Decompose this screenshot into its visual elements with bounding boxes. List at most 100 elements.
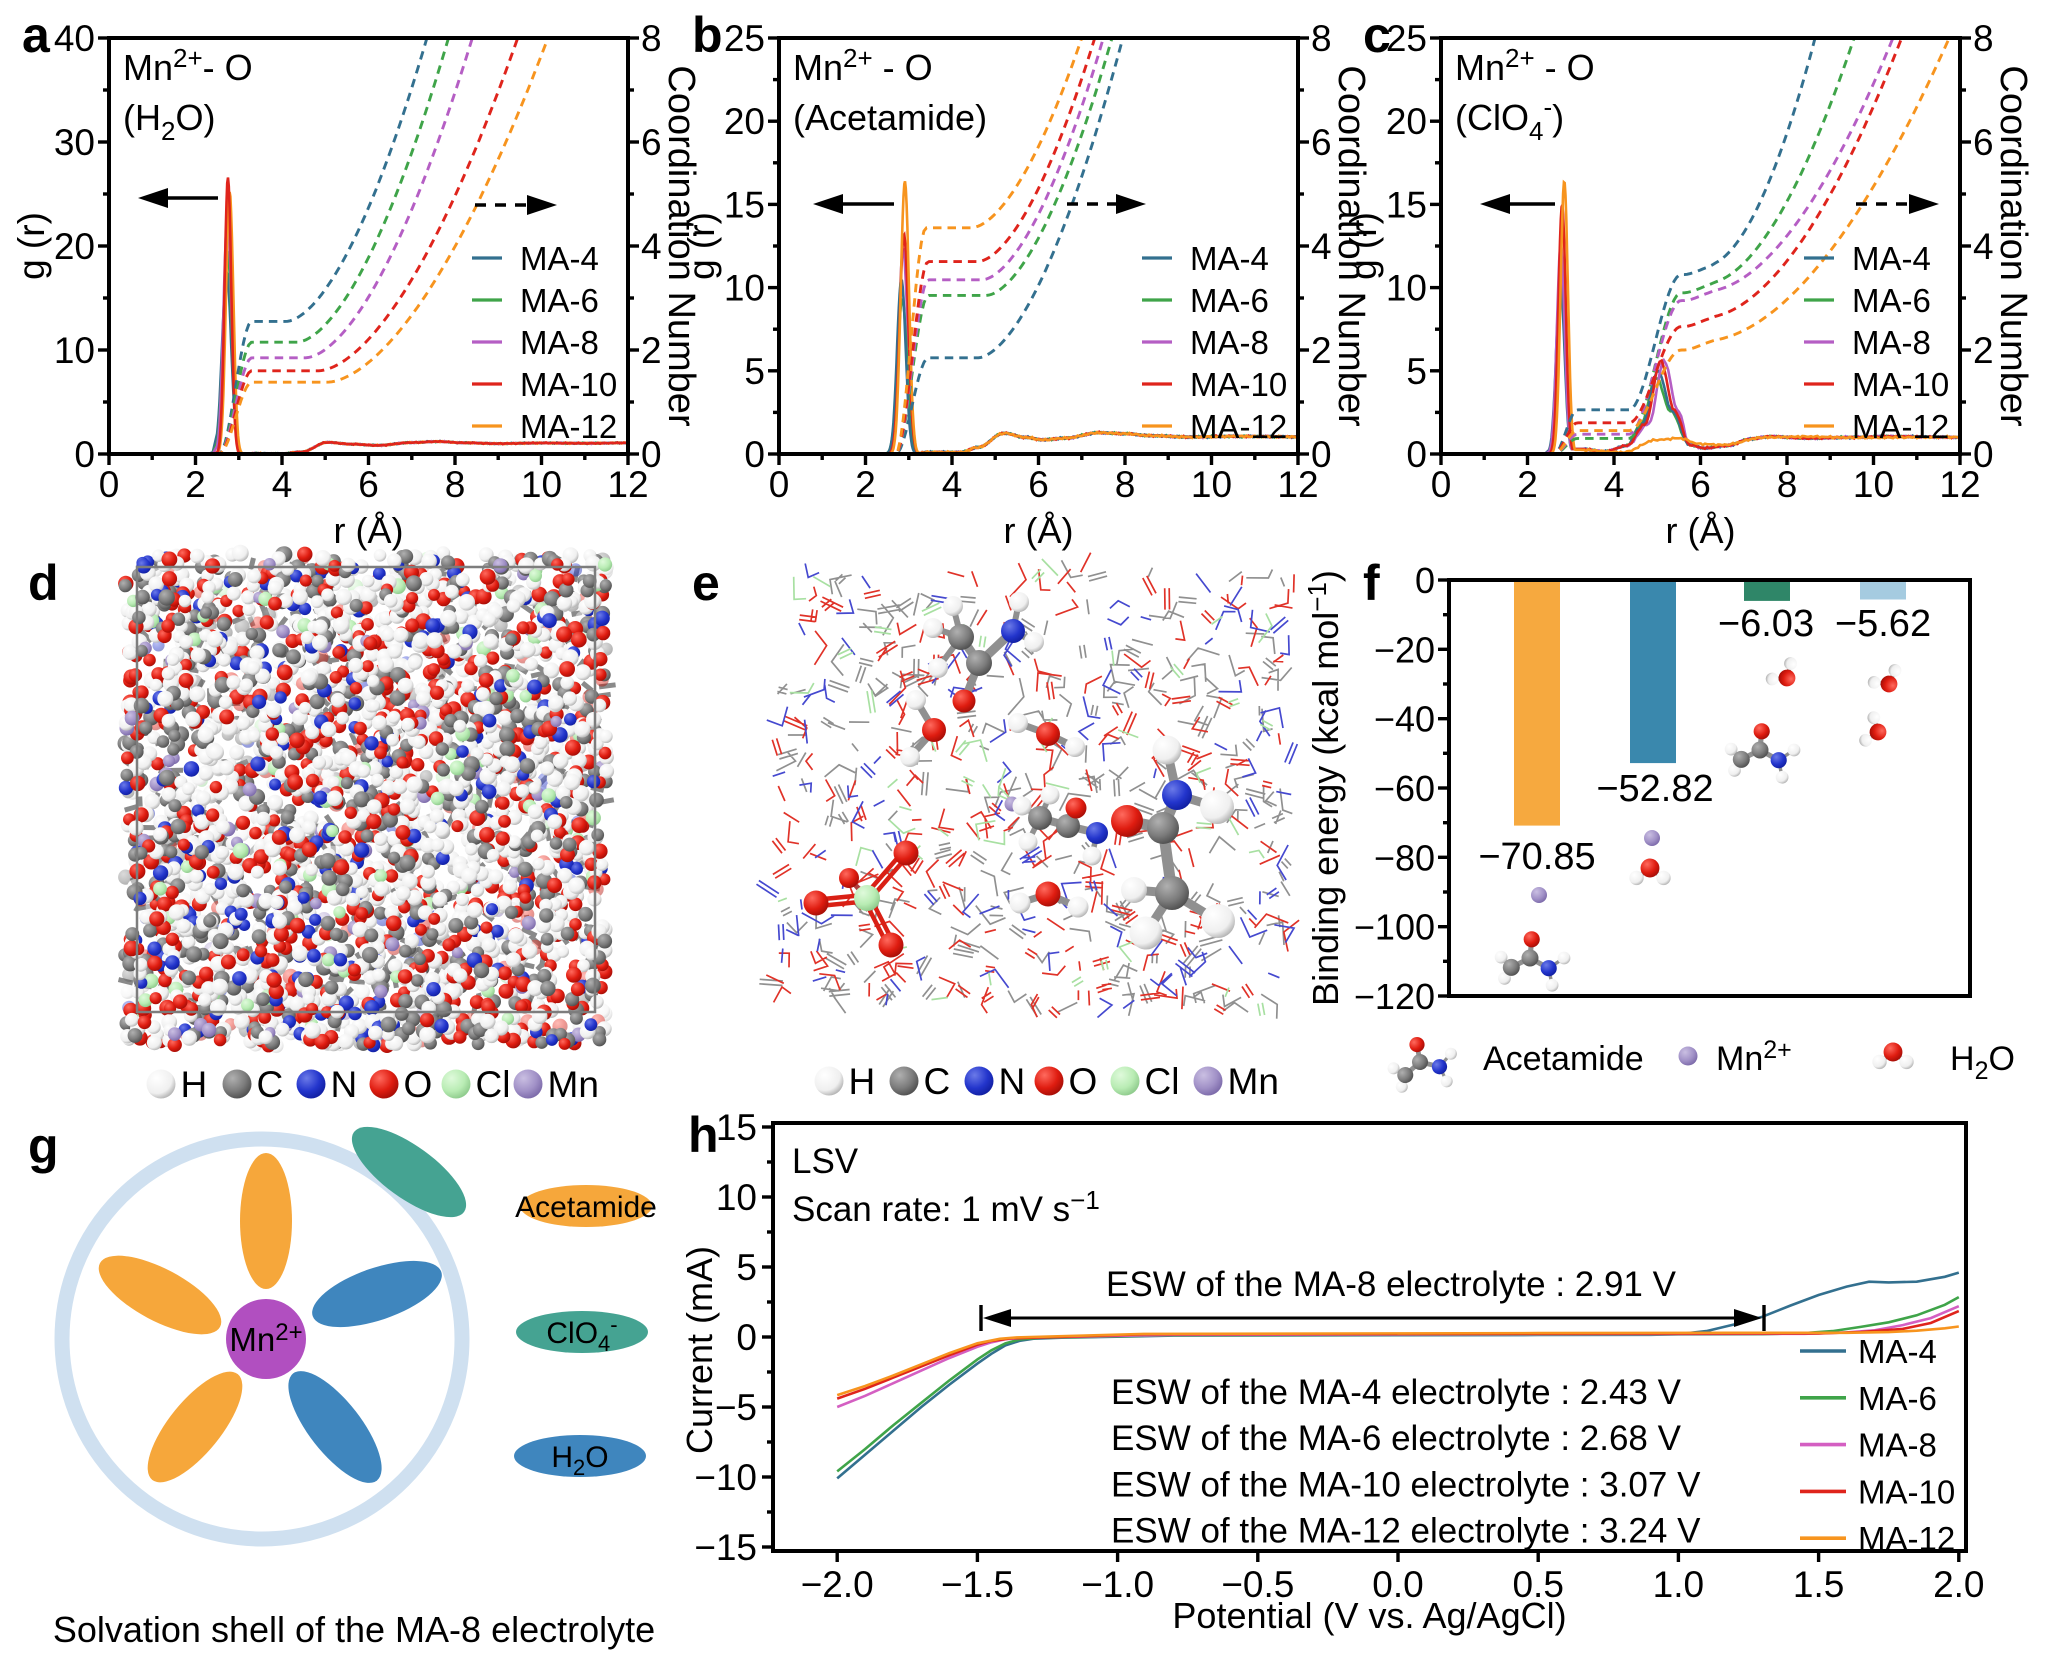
svg-text:1.5: 1.5 xyxy=(1793,1564,1844,1605)
svg-text:2: 2 xyxy=(641,330,662,371)
svg-text:12: 12 xyxy=(1939,464,1980,505)
svg-text:10: 10 xyxy=(521,464,562,505)
svg-text:8: 8 xyxy=(1973,18,1994,59)
svg-text:12: 12 xyxy=(607,464,648,505)
svg-text:Scan rate: 1 mV s−1: Scan rate: 1 mV s−1 xyxy=(792,1185,1100,1229)
svg-text:−1.0: −1.0 xyxy=(1081,1564,1154,1605)
svg-text:Mn: Mn xyxy=(548,1064,599,1105)
svg-text:r (Å): r (Å) xyxy=(1004,510,1074,551)
svg-text:Acetamide: Acetamide xyxy=(515,1191,657,1224)
svg-text:20: 20 xyxy=(724,101,765,142)
svg-text:a: a xyxy=(22,7,51,63)
svg-text:6: 6 xyxy=(1690,464,1711,505)
svg-text:MA-10: MA-10 xyxy=(1852,366,1949,403)
svg-text:−20: −20 xyxy=(1374,629,1435,670)
svg-text:0: 0 xyxy=(736,1317,757,1358)
svg-text:MA-8: MA-8 xyxy=(1190,324,1269,361)
svg-text:6: 6 xyxy=(1028,464,1049,505)
svg-text:MA-10: MA-10 xyxy=(1858,1473,1955,1510)
svg-text:ESW of the MA-4 electrolyte :: ESW of the MA-4 electrolyte : 2.43 V xyxy=(1111,1373,1682,1412)
svg-text:g (r): g (r) xyxy=(1343,212,1384,280)
svg-text:−2.0: −2.0 xyxy=(801,1564,874,1605)
svg-text:ESW of the MA-6 electrolyte :: ESW of the MA-6 electrolyte : 2.68 V xyxy=(1111,1419,1682,1458)
svg-text:MA-8: MA-8 xyxy=(1852,324,1931,361)
svg-text:MA-12: MA-12 xyxy=(1190,408,1287,445)
svg-text:Binding energy (kcal mol−1): Binding energy (kcal mol−1) xyxy=(1302,570,1346,1006)
svg-text:MA-12: MA-12 xyxy=(1852,408,1949,445)
svg-text:4: 4 xyxy=(1604,464,1625,505)
svg-text:MA-10: MA-10 xyxy=(520,366,617,403)
svg-text:0: 0 xyxy=(99,464,120,505)
svg-text:Coordination Number: Coordination Number xyxy=(660,65,702,427)
svg-text:ESW of the MA-8 electrolyte :: ESW of the MA-8 electrolyte : 2.91 V xyxy=(1106,1265,1677,1304)
svg-text:−100: −100 xyxy=(1354,907,1435,948)
svg-text:4: 4 xyxy=(641,226,662,267)
svg-text:30: 30 xyxy=(54,122,95,163)
svg-text:0: 0 xyxy=(1973,434,1994,475)
svg-text:e: e xyxy=(692,555,720,611)
svg-text:r (Å): r (Å) xyxy=(1666,510,1736,551)
svg-text:15: 15 xyxy=(724,184,765,225)
svg-text:MA-4: MA-4 xyxy=(1852,240,1931,277)
svg-text:b: b xyxy=(692,7,723,63)
svg-text:0: 0 xyxy=(1311,434,1332,475)
svg-text:MA-6: MA-6 xyxy=(1190,282,1269,319)
svg-text:H: H xyxy=(849,1061,876,1102)
svg-text:g (r): g (r) xyxy=(681,212,722,280)
svg-text:0: 0 xyxy=(1415,560,1435,601)
svg-text:MA-10: MA-10 xyxy=(1190,366,1287,403)
svg-text:−120: −120 xyxy=(1354,976,1435,1017)
svg-text:O: O xyxy=(1069,1061,1098,1102)
svg-text:C: C xyxy=(924,1061,951,1102)
svg-text:4: 4 xyxy=(272,464,293,505)
svg-text:Mn: Mn xyxy=(1228,1061,1279,1102)
svg-text:Coordination Number: Coordination Number xyxy=(1330,65,1372,427)
svg-text:O: O xyxy=(404,1064,433,1105)
svg-text:MA-6: MA-6 xyxy=(520,282,599,319)
svg-text:MA-4: MA-4 xyxy=(1858,1333,1937,1370)
svg-text:MA-12: MA-12 xyxy=(1858,1520,1955,1557)
svg-text:Cl: Cl xyxy=(1145,1061,1180,1102)
svg-text:N: N xyxy=(331,1064,358,1105)
svg-text:25: 25 xyxy=(1386,18,1427,59)
svg-text:−15: −15 xyxy=(694,1527,757,1568)
svg-text:Coordination Number: Coordination Number xyxy=(1992,65,2034,427)
svg-text:f: f xyxy=(1363,555,1380,611)
svg-text:10: 10 xyxy=(1386,268,1427,309)
svg-text:−40: −40 xyxy=(1374,699,1435,740)
svg-text:0: 0 xyxy=(74,434,95,475)
svg-text:−5: −5 xyxy=(715,1387,757,1428)
svg-text:−0.5: −0.5 xyxy=(1221,1564,1294,1605)
svg-text:g: g xyxy=(28,1118,59,1174)
svg-text:6: 6 xyxy=(641,122,662,163)
svg-text:25: 25 xyxy=(724,18,765,59)
svg-text:−70.85: −70.85 xyxy=(1478,836,1595,878)
svg-text:MA-12: MA-12 xyxy=(520,408,617,445)
svg-text:Acetamide: Acetamide xyxy=(1483,1040,1644,1078)
svg-text:8: 8 xyxy=(1115,464,1136,505)
svg-text:C: C xyxy=(257,1064,284,1105)
svg-text:5: 5 xyxy=(744,351,765,392)
svg-text:−60: −60 xyxy=(1374,768,1435,809)
svg-text:8: 8 xyxy=(1311,18,1332,59)
svg-text:2: 2 xyxy=(185,464,206,505)
svg-text:5: 5 xyxy=(736,1247,757,1288)
svg-text:MA-6: MA-6 xyxy=(1852,282,1931,319)
svg-text:20: 20 xyxy=(1386,101,1427,142)
svg-text:Mn2+ - O: Mn2+ - O xyxy=(1455,43,1595,88)
svg-text:−6.03: −6.03 xyxy=(1718,603,1814,645)
svg-text:LSV: LSV xyxy=(792,1142,859,1181)
svg-text:15: 15 xyxy=(1386,184,1427,225)
svg-text:Potential (V vs. Ag/AgCl): Potential (V vs. Ag/AgCl) xyxy=(1172,1595,1566,1636)
svg-text:2: 2 xyxy=(855,464,876,505)
svg-text:d: d xyxy=(28,555,59,611)
svg-text:10: 10 xyxy=(716,1177,757,1218)
svg-text:6: 6 xyxy=(358,464,379,505)
svg-text:40: 40 xyxy=(54,18,95,59)
svg-text:N: N xyxy=(999,1061,1026,1102)
svg-text:−1.5: −1.5 xyxy=(941,1564,1014,1605)
svg-text:2: 2 xyxy=(1517,464,1538,505)
svg-text:0: 0 xyxy=(641,434,662,475)
svg-text:−5.62: −5.62 xyxy=(1835,603,1931,645)
svg-text:h: h xyxy=(688,1107,719,1163)
